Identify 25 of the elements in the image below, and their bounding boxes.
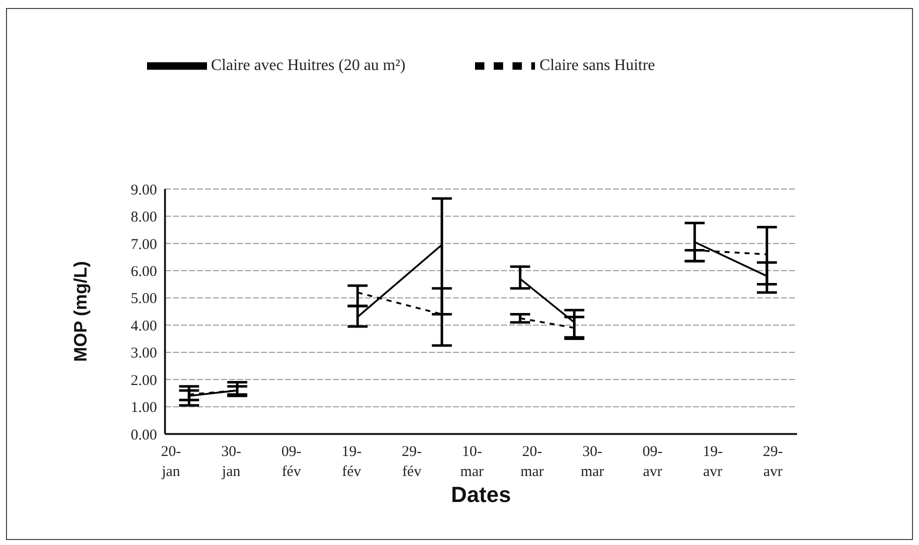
y-axis-title: MOP (mg/L) xyxy=(70,261,90,362)
y-tick-label: 0.00 xyxy=(130,427,157,444)
x-tick-label: 30- jan xyxy=(221,444,242,480)
y-tick-label: 1.00 xyxy=(130,400,157,416)
legend-label: Claire sans Huitre xyxy=(539,56,656,74)
x-tick-label: 09- fév xyxy=(281,444,302,480)
y-tick-label: 3.00 xyxy=(130,346,157,362)
x-tick-label: 20- mar xyxy=(520,444,544,480)
x-tick-label: 10- mar xyxy=(460,444,484,480)
y-tick-label: 7.00 xyxy=(130,236,157,253)
legend-label: Claire avec Huitres (20 au m²) xyxy=(210,56,406,74)
x-tick-label: 09- avr xyxy=(642,444,663,480)
x-tick-label: 20- jan xyxy=(160,444,182,480)
y-tick-label: 8.00 xyxy=(130,210,157,226)
y-tick-label: 5.00 xyxy=(130,291,157,308)
y-tick-label: 4.00 xyxy=(130,318,157,334)
x-tick-label: 29- fév xyxy=(402,444,422,480)
x-axis-title: Dates xyxy=(451,482,511,507)
x-tick-label: 30- mar xyxy=(580,444,604,480)
x-tick-label: 19- fév xyxy=(342,444,362,480)
y-tick-label: 2.00 xyxy=(130,372,157,389)
y-tick-label: 9.00 xyxy=(130,182,157,198)
x-tick-label: 19- avr xyxy=(702,444,723,480)
y-tick-label: 6.00 xyxy=(130,264,157,280)
x-tick-label: 29- avr xyxy=(762,444,783,480)
